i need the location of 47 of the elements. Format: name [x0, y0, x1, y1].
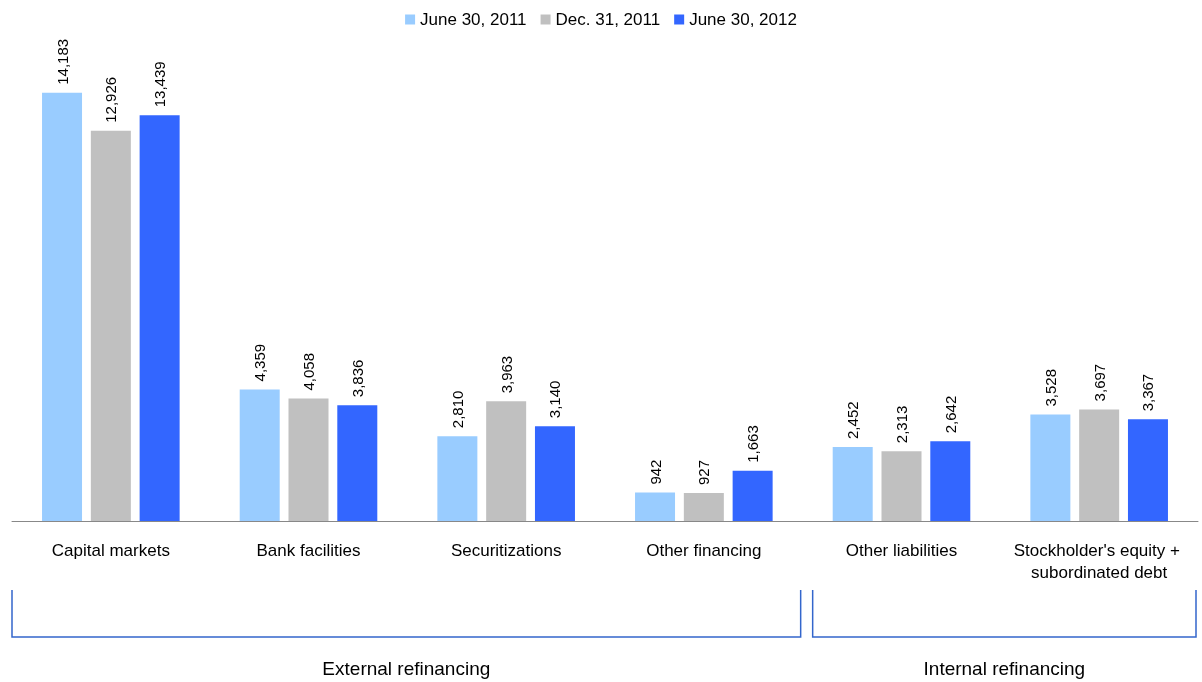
data-label: 942 [646, 459, 664, 485]
bar [486, 401, 527, 521]
legend-label: June 30, 2011 [420, 10, 527, 29]
bar [437, 436, 478, 521]
bar [881, 451, 922, 521]
bar [337, 405, 378, 521]
x-tick-label: Stockholder's equity + subordinated debt [1013, 540, 1185, 582]
data-label: 3,836 [348, 359, 366, 398]
bar [239, 389, 280, 521]
x-tick-label: Capital markets [51, 540, 170, 560]
data-label: 4,359 [251, 343, 269, 382]
bar [732, 470, 773, 521]
x-tick-label: Bank facilities [256, 540, 361, 560]
data-label: 2,313 [893, 405, 910, 444]
bar [683, 493, 724, 521]
bar [930, 441, 971, 521]
data-label: 3,140 [546, 380, 564, 419]
data-label: 3,367 [1139, 373, 1157, 412]
x-tick-label: Other financing [646, 540, 762, 560]
bar [139, 115, 180, 521]
data-label: 4,058 [300, 352, 317, 391]
data-label: 14,183 [53, 38, 71, 85]
data-label: 12,926 [102, 76, 120, 123]
x-tick-label: Securitizations [450, 540, 562, 560]
legend-label: Dec. 31, 2011 [555, 10, 661, 29]
bar [288, 398, 329, 521]
x-tick-label: Other liabilities [845, 540, 958, 560]
data-label: 927 [695, 459, 713, 486]
data-label: 2,452 [844, 401, 862, 439]
bar [534, 426, 575, 521]
data-label: 3,528 [1041, 368, 1059, 407]
data-label: 1,663 [744, 425, 762, 463]
bar [90, 130, 131, 521]
data-label: 3,963 [497, 355, 515, 394]
legend-label: June 30, 2012 [689, 10, 797, 29]
data-label: 2,810 [448, 390, 466, 429]
bar [635, 492, 676, 521]
text: External refinancing [322, 657, 491, 679]
data-label: 2,642 [941, 395, 959, 434]
data-label: 3,697 [1090, 363, 1108, 402]
bar [1030, 414, 1071, 521]
bar [42, 92, 83, 521]
text: Internal refinancing [923, 657, 1086, 679]
bar [1127, 419, 1168, 521]
data-label: 13,439 [151, 61, 169, 108]
bar [1079, 409, 1120, 521]
bar [832, 446, 873, 521]
